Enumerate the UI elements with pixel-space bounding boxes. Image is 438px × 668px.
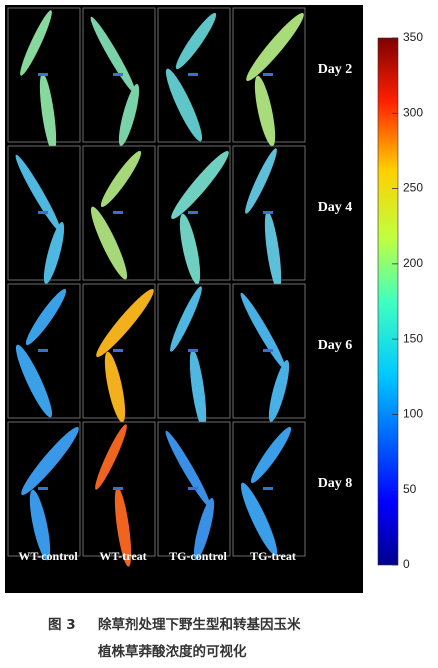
leaf xyxy=(246,12,304,82)
leaf xyxy=(104,351,126,423)
caption-line: 除草剂处理下野生型和转基因玉米 xyxy=(98,616,301,633)
tick-label: 250 xyxy=(403,181,423,195)
leaf xyxy=(175,12,217,70)
leaf xyxy=(96,288,154,358)
leaf-center xyxy=(188,349,198,352)
leaf xyxy=(15,344,53,418)
leaf-center xyxy=(188,73,198,76)
leaf xyxy=(90,206,128,280)
tick-label: 50 xyxy=(403,482,417,496)
leaf xyxy=(240,482,278,556)
colorbar xyxy=(377,37,399,566)
column-label: WT-control xyxy=(18,549,78,563)
tick-label: 200 xyxy=(403,256,423,270)
leaf xyxy=(21,426,79,496)
leaf-center xyxy=(38,73,48,76)
leaf xyxy=(179,213,201,285)
leaf xyxy=(39,73,57,153)
leaf-center xyxy=(263,487,273,490)
leaf xyxy=(268,360,290,422)
leaf xyxy=(25,288,67,346)
leaf-center xyxy=(188,487,198,490)
leaf-center xyxy=(263,73,273,76)
leaf xyxy=(250,426,292,484)
leaf xyxy=(165,68,203,142)
leaf xyxy=(90,16,136,94)
leaf xyxy=(165,430,211,508)
column-label: TG-treat xyxy=(250,549,296,563)
column-label: WT-treat xyxy=(99,549,146,563)
tick-label: 350 xyxy=(403,30,423,44)
leaf-center xyxy=(188,211,198,214)
column-label: TG-control xyxy=(169,549,227,563)
leaf xyxy=(254,75,276,147)
leaf xyxy=(100,150,142,208)
row-label: Day 2 xyxy=(318,62,353,77)
leaf-center xyxy=(263,349,273,352)
row-label: Day 4 xyxy=(318,200,353,215)
leaf xyxy=(29,489,51,561)
row-label: Day 8 xyxy=(318,476,353,491)
leaf-center xyxy=(113,349,123,352)
tick-label: 150 xyxy=(403,331,423,345)
leaf xyxy=(43,222,65,284)
leaf xyxy=(240,292,286,370)
colorbar-ticks: 0 50 100 150 200 250 300 350 xyxy=(392,30,423,571)
leaf xyxy=(95,424,127,490)
leaf xyxy=(264,211,282,291)
leaf-center xyxy=(113,487,123,490)
tick-label: 0 xyxy=(403,557,410,571)
leaf-center xyxy=(113,73,123,76)
leaf xyxy=(20,10,52,76)
tick-label: 300 xyxy=(403,105,423,119)
leaf xyxy=(170,286,202,352)
leaf-center xyxy=(113,211,123,214)
leaf xyxy=(118,84,140,146)
leaf xyxy=(193,498,215,560)
leaf-center xyxy=(38,211,48,214)
row-label: Day 6 xyxy=(318,338,353,353)
leaf-center xyxy=(38,349,48,352)
caption-line: 植株草莽酸浓度的可视化 xyxy=(97,643,247,660)
leaf xyxy=(189,349,207,429)
panel-grid: Day 2 Day 4 Day 6 Day 8 WT-control WT-treat TG… xyxy=(7,7,353,567)
leaf xyxy=(245,148,277,214)
leaf xyxy=(15,154,61,232)
leaf xyxy=(114,487,132,567)
tick-label: 100 xyxy=(403,407,423,421)
leaf-center xyxy=(263,211,273,214)
caption-label: 图 3 xyxy=(48,617,76,633)
leaf-center xyxy=(38,487,48,490)
leaf xyxy=(171,150,229,220)
